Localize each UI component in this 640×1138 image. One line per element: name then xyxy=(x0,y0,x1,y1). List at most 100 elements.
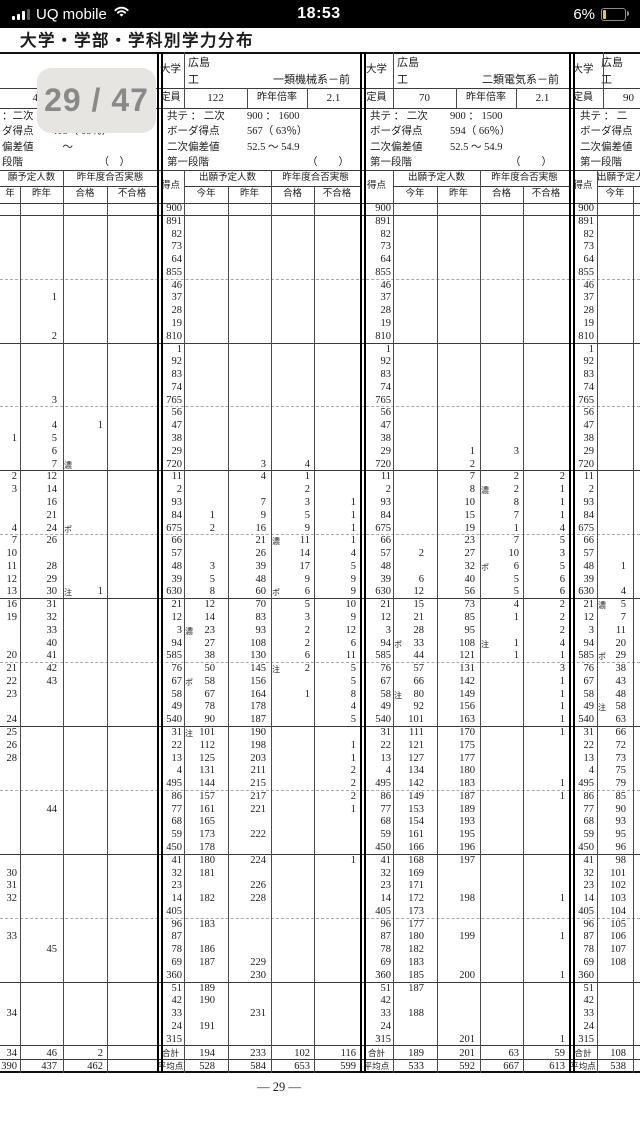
score-cell: 28 xyxy=(171,305,183,317)
: 32 xyxy=(464,560,476,572)
score-cell: 42 xyxy=(583,995,595,1007)
score-cell: 57 xyxy=(380,548,392,560)
cell-fail: 653 xyxy=(294,1060,310,1072)
cell: 613 xyxy=(549,1060,565,1072)
score-cell: 720 xyxy=(578,458,594,470)
cell-last-year: 2 xyxy=(418,548,424,560)
score-row-342: 42 190 42 42 xyxy=(0,995,640,1008)
info-label: 共テ ： 二 xyxy=(580,111,628,122)
score-cell: 14 xyxy=(380,893,392,905)
score-cell: 93 xyxy=(583,496,595,508)
cell-fail: ポ xyxy=(63,523,107,535)
: 231 xyxy=(250,1008,266,1020)
table-top-border xyxy=(0,52,640,54)
undefined: 1 xyxy=(559,931,565,943)
score-cell: 87 xyxy=(583,931,595,943)
score-row-396: 96 183 96 177 96 105 xyxy=(0,919,640,932)
cell-last-year: 12 xyxy=(204,599,216,611)
undefined: 12 xyxy=(345,624,357,636)
cell-fail: 2 xyxy=(513,471,519,483)
cell-fail: 3 xyxy=(513,445,519,457)
score-cell: 31 xyxy=(171,726,183,738)
info-label: 共テ ： 二次 xyxy=(370,111,428,122)
score-cell: 49 xyxy=(171,701,183,713)
: 42 xyxy=(46,663,58,675)
: 187 xyxy=(459,790,475,802)
score-cell: 38 xyxy=(380,433,392,445)
score-cell: 33 xyxy=(583,1008,595,1020)
undefined: 4 xyxy=(559,637,565,649)
cell-last-year: 125 xyxy=(199,752,215,764)
score-cell: 46 xyxy=(380,279,392,291)
score-cell: 56 xyxy=(171,407,183,419)
undefined: 1 xyxy=(559,509,565,521)
score-row-441: 41 180 224 1 41 168 197 41 98 xyxy=(0,855,640,868)
info-label: ダ得点 xyxy=(2,126,34,138)
score-cell: 14 xyxy=(583,893,595,905)
row-mark: 注 xyxy=(394,690,402,700)
score-row-819: 19 19 19 xyxy=(0,318,640,331)
: 48 xyxy=(255,573,267,585)
score-cell: 765 xyxy=(578,394,594,406)
score-cell: 49 xyxy=(583,701,595,713)
score-cell: 66 xyxy=(583,535,595,547)
cell-last-year: 182 xyxy=(408,944,424,956)
: 2 xyxy=(51,330,57,342)
cell-last-year: 142 xyxy=(408,778,424,790)
section-divider xyxy=(360,52,366,1073)
undefined: 9 xyxy=(350,586,356,598)
cell-last-year: 98 xyxy=(615,854,627,866)
score-row-846: 46 46 46 xyxy=(0,280,640,293)
score-cell: 22 xyxy=(583,739,595,751)
: 40 xyxy=(46,637,58,649)
cell-last-year: 102 xyxy=(610,880,626,892)
score-row-684: 21 84 1 9 5 1 84 15 7 1 84 xyxy=(0,510,640,523)
score-cell: 23 xyxy=(171,880,183,892)
column-line xyxy=(63,170,64,1073)
score-cell: 69 xyxy=(171,957,183,969)
score-cell: 46 xyxy=(583,279,595,291)
score-row-459: 59 173 222 59 161 195 59 95 xyxy=(0,829,640,842)
row-mark: ポ xyxy=(481,562,489,572)
: 163 xyxy=(459,714,475,726)
info-label: 段階 xyxy=(2,157,23,169)
cell-last-year: 1 xyxy=(620,560,626,572)
: 215 xyxy=(250,778,266,790)
: 3 xyxy=(260,458,266,470)
undefined: 3 xyxy=(559,548,565,560)
column-line xyxy=(437,186,438,1073)
score-cell: 68 xyxy=(171,816,183,828)
score-cell: 630 xyxy=(166,586,182,598)
undefined: 6 xyxy=(350,637,356,649)
score-cell: 585 xyxy=(166,650,182,662)
cell-last-year: 22 xyxy=(6,675,18,687)
cell-fail: 2 xyxy=(304,484,310,496)
university-name: 広島 xyxy=(397,57,419,69)
score-cell: 11 xyxy=(171,471,182,483)
cell-last-year: 10 xyxy=(6,548,18,560)
score-cell: 14 xyxy=(171,893,183,905)
score-row-531: 25 31 101 注 190 31 111 170 1 31 66 xyxy=(0,727,640,740)
score-cell: 33 xyxy=(380,1008,392,1020)
score-cell: 48 xyxy=(171,560,183,572)
cell-last-year: 183 xyxy=(199,918,215,930)
cell-last-year: 24 xyxy=(6,714,18,726)
cell: 233 xyxy=(250,1047,266,1059)
cell-last-year: 186 xyxy=(199,944,215,956)
info-label: 偏差値 xyxy=(2,141,34,153)
score-cell: 630 xyxy=(578,586,594,598)
cell-last-year: 533 xyxy=(408,1060,424,1072)
score-cell: 37 xyxy=(583,292,595,304)
cell-last-year: 180 xyxy=(199,854,215,866)
: 170 xyxy=(459,726,475,738)
score-col-label: 得点 xyxy=(366,181,386,191)
info-label: 二次偏差値 xyxy=(370,141,423,153)
cell-last-year: 108 xyxy=(610,957,626,969)
cell-last-year: 185 xyxy=(408,969,424,981)
score-row-756: 56 56 56 xyxy=(0,407,640,420)
score-cell: 360 xyxy=(578,969,594,981)
score-cell: 56 xyxy=(380,407,392,419)
col-label: 不合格 xyxy=(322,189,352,199)
